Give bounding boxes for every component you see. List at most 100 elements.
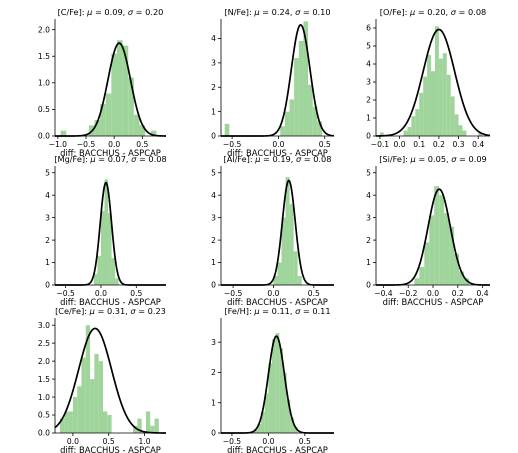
y-tick-label: 2: [211, 368, 216, 377]
y-tick-label: 3: [211, 338, 216, 347]
x-axis-label: diff: BACCHUS - ASPCAP: [60, 445, 161, 453]
x-tick-label: 0.0: [272, 140, 284, 149]
histogram-bar: [100, 104, 106, 136]
histogram-bar: [282, 372, 287, 433]
histogram-bar: [434, 26, 439, 137]
histogram-bar: [133, 114, 140, 136]
y-tick-label: 3.0: [38, 321, 50, 330]
y-tick-label: 2.0: [38, 25, 50, 34]
x-tick-label: 0.0: [262, 437, 274, 446]
x-tick-label: −0.5: [56, 289, 75, 298]
x-tick-label: 0.5: [103, 437, 115, 446]
y-tick-label: 2: [366, 236, 371, 245]
x-tick-label: −0.5: [224, 289, 243, 298]
x-tick-label: 0.0: [95, 289, 107, 298]
y-tick-label: 1: [211, 258, 216, 267]
x-tick-label: 0.0: [67, 437, 79, 446]
panel-title: [Mg/Fe]: μ = 0.07, σ = 0.08: [54, 154, 166, 164]
histogram-bar: [294, 58, 299, 136]
panel-title: [Fe/H]: μ = 0.11, σ = 0.11: [224, 306, 330, 316]
histogram-bar: [290, 417, 294, 433]
y-tick-label: 0.5: [38, 411, 50, 420]
histogram-bar: [72, 397, 78, 433]
histogram-bar: [111, 53, 117, 137]
histogram-bar: [277, 262, 282, 285]
y-tick-label: 3: [211, 213, 216, 222]
histogram-bar: [128, 77, 134, 136]
histogram-bar: [286, 399, 291, 433]
x-tick-label: −0.5: [223, 437, 242, 446]
x-axis-label: diff: BACCHUS - ASPCAP: [60, 148, 161, 158]
histogram-bar: [273, 276, 278, 285]
gaussian-fit-line: [54, 327, 166, 434]
histogram-bar: [102, 411, 108, 433]
y-tick-label: 0.5: [38, 105, 50, 114]
y-tick-label: 1: [366, 258, 371, 267]
histogram-bar: [285, 177, 290, 285]
histogram-bar: [459, 271, 464, 285]
histogram-panel: 0.0 0.5 1.0 0.0 0.5 1.0 1.5 2.0 2.5 3.0 [Ce/Fe]: μ…: [38, 306, 166, 453]
y-tick-label: 6: [366, 24, 371, 33]
histogram-bar: [289, 99, 295, 136]
histogram-bar: [253, 429, 258, 433]
y-tick-label: 0.0: [38, 132, 50, 141]
panel-title: [Al/Fe]: μ = 0.19, σ = 0.08: [224, 154, 332, 164]
histogram-bar: [104, 179, 109, 285]
y-tick-label: 0: [366, 132, 371, 141]
histogram-bar: [317, 121, 322, 136]
histogram-panel: −0.4 −0.2 0.0 0.2 0.4 0 1 2 3 4 5 [Si/Fe]: μ = 0.05…: [366, 154, 490, 307]
histogram-bar: [407, 127, 412, 136]
x-tick-label: −0.5: [77, 140, 96, 149]
panel-title: [Ce/Fe]: μ = 0.31, σ = 0.23: [55, 306, 166, 316]
histogram-bar: [415, 109, 420, 136]
y-tick-label: 2.5: [38, 339, 50, 348]
panel-title: [N/Fe]: μ = 0.24, σ = 0.10: [224, 7, 330, 17]
y-tick-label: 4: [211, 191, 216, 200]
x-tick-label: 0.2: [452, 289, 464, 298]
histogram-bar: [280, 126, 285, 136]
y-tick-label: 0.0: [38, 429, 50, 438]
histogram-bar: [268, 363, 273, 433]
histogram-bar: [439, 195, 445, 285]
histogram-bar: [81, 357, 86, 433]
histogram-bar: [303, 21, 309, 136]
y-tick-label: 2: [211, 83, 216, 92]
histogram-bar: [279, 348, 283, 433]
panel-title: [O/Fe]: μ = 0.20, σ = 0.08: [380, 7, 487, 17]
y-tick-label: 1.5: [38, 52, 50, 61]
histogram-bar: [423, 76, 428, 136]
histogram-bar: [60, 130, 67, 136]
panel-title: [Si/Fe]: μ = 0.05, σ = 0.09: [379, 154, 487, 164]
histogram-bar: [224, 123, 230, 136]
x-tick-label: −0.2: [399, 289, 418, 298]
x-tick-label: 0.4: [472, 140, 484, 149]
histogram-bar: [414, 278, 420, 285]
y-tick-label: 1.0: [38, 79, 50, 88]
histogram-bar: [403, 130, 408, 136]
y-tick-label: 3: [45, 213, 50, 222]
histogram-bar: [115, 278, 119, 285]
y-tick-label: 4: [366, 191, 371, 200]
y-tick-label: 5: [366, 42, 371, 51]
x-axis-label: diff: BACCHUS - ASPCAP: [227, 445, 328, 453]
histogram-bar: [293, 251, 298, 285]
y-tick-label: 5: [211, 168, 216, 177]
histogram-bar: [107, 415, 112, 433]
x-tick-label: −1.0: [49, 140, 68, 149]
y-tick-label: 1: [366, 114, 371, 123]
histogram-bar: [462, 130, 467, 136]
histogram-bar: [442, 53, 447, 137]
y-tick-label: 2: [366, 96, 371, 105]
x-axis-label: diff: BACCHUS - ASPCAP: [383, 297, 484, 307]
histogram-bar: [463, 278, 469, 285]
histogram-bar: [438, 58, 443, 136]
histogram-bar: [449, 226, 455, 285]
histogram-bar: [122, 45, 129, 136]
histogram-bar: [458, 125, 463, 136]
x-tick-label: 0.5: [319, 140, 331, 149]
histogram-panel: −0.5 0.0 0.5 0 1 2 3 4 5 [Al/Fe]: μ = 0.19, σ = 0…: [211, 154, 334, 307]
histogram-bar: [150, 425, 155, 433]
histogram-bar: [293, 426, 298, 433]
histogram-bar: [93, 273, 98, 285]
